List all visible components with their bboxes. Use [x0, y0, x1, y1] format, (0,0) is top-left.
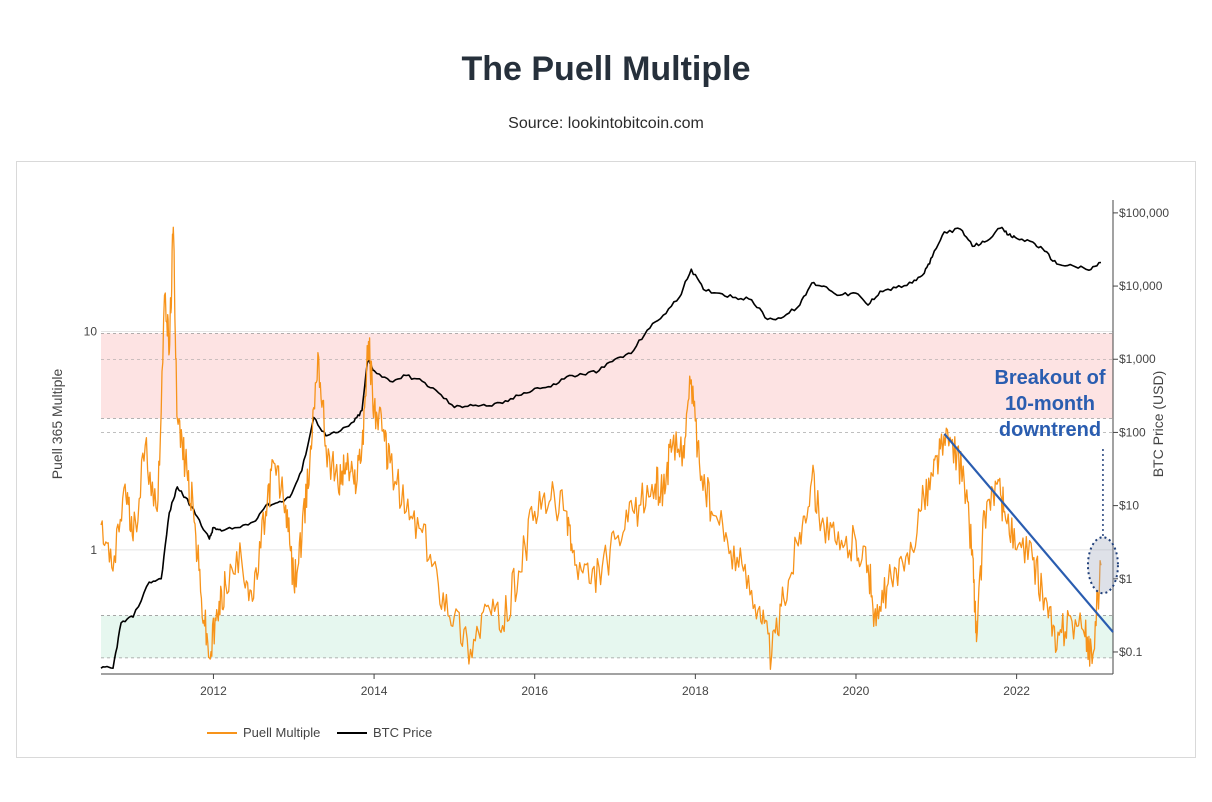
y-right-tick-label: $1,000: [1119, 352, 1156, 366]
y-right-tick-label: $10: [1119, 499, 1139, 513]
y-right-tick-label: $1: [1119, 572, 1133, 586]
y-left-tick-label: 1: [90, 543, 97, 557]
breakout-highlight-ellipse: [1086, 536, 1119, 595]
puell-chart: 1 10 $0.1 $1 $10 $100 $1,000 $10,000 $100,000 201…: [49, 200, 1170, 740]
y-left-tick-label: 10: [84, 324, 98, 338]
downtrend-line: [943, 433, 1114, 633]
chart-frame: 1 10 $0.1 $1 $10 $100 $1,000 $10,000 $100,000 201…: [16, 161, 1196, 758]
page-title: The Puell Multiple: [461, 50, 751, 88]
y-right-tick-label: $100,000: [1119, 206, 1169, 220]
x-tick-label: 2022: [1003, 684, 1030, 698]
y-right-tick-label: $0.1: [1119, 645, 1143, 659]
annotation-text-line: 10-month: [1005, 393, 1095, 415]
tick-labels: 1 10 $0.1 $1 $10 $100 $1,000 $10,000 $100,000 201…: [84, 206, 1170, 698]
annotation-text-line: Breakout of: [994, 367, 1105, 389]
x-tick-label: 2016: [521, 684, 548, 698]
axes: [101, 200, 1114, 675]
grid-lines: [101, 330, 1113, 551]
series-line-puell: [100, 226, 1102, 670]
right-axis-label: BTC Price (USD): [1150, 371, 1166, 478]
series-line-btc: [100, 226, 1102, 669]
band-overvalued: [101, 333, 1113, 419]
legend-label[interactable]: BTC Price: [373, 725, 432, 740]
series-lines: [100, 226, 1102, 670]
x-tick-label: 2012: [200, 684, 227, 698]
band-undervalued: [101, 615, 1113, 658]
y-right-tick-label: $100: [1119, 425, 1146, 439]
zone-bands: [101, 332, 1113, 659]
legend: Puell Multiple BTC Price: [207, 725, 432, 740]
legend-label[interactable]: Puell Multiple: [243, 725, 320, 740]
annotation-text-line: downtrend: [999, 419, 1101, 441]
x-tick-label: 2018: [682, 684, 709, 698]
x-tick-label: 2014: [361, 684, 388, 698]
annotation: Breakout of 10-month downtrend: [943, 367, 1119, 633]
page-subtitle: Source: lookintobitcoin.com: [508, 115, 704, 132]
left-axis-label: Puell 365 Multiple: [49, 369, 65, 480]
x-tick-label: 2020: [843, 684, 870, 698]
y-right-tick-label: $10,000: [1119, 279, 1163, 293]
